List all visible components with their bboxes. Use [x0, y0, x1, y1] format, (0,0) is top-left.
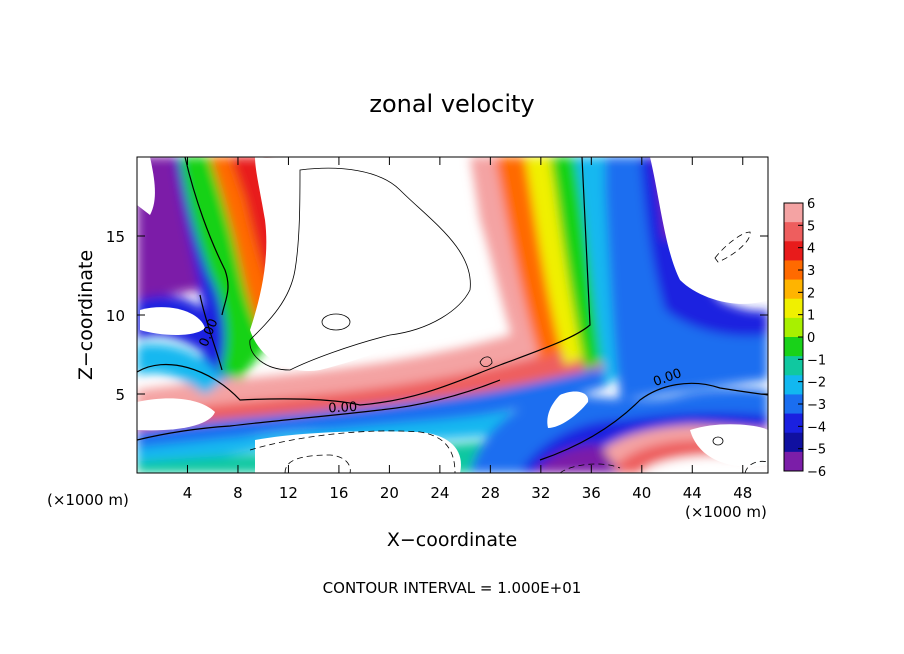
- x-tick-label: 48: [733, 484, 752, 502]
- velocity-field: [137, 157, 768, 473]
- colorbar-swatch: [784, 413, 803, 434]
- colorbar: 6 5 4 3 2 1 0 −1 −2 −3 −4 −5 −6: [783, 197, 826, 480]
- chart-title: zonal velocity: [369, 90, 534, 118]
- zero-contour-jet-left: [184, 157, 229, 316]
- x-tick-label: 24: [430, 484, 449, 502]
- x-tick-label: 32: [531, 484, 550, 502]
- x-tick-label: 4: [183, 484, 193, 502]
- colorbar-swatch: [784, 356, 803, 376]
- colorbar-label: 4: [807, 242, 815, 257]
- y-axis: 5 10 15: [106, 228, 768, 404]
- x-axis-label: X−coordinate: [387, 529, 517, 551]
- colorbar-swatch: [784, 298, 803, 319]
- x-tick-label: 36: [582, 484, 601, 502]
- colorbar-swatch: [784, 394, 803, 415]
- colorbar-swatch: [784, 203, 803, 223]
- x-unit-note-right: (×1000 m): [685, 503, 767, 521]
- colorbar-swatch: [784, 222, 803, 242]
- colorbar-swatch: [784, 337, 803, 357]
- y-tick-label: 5: [115, 386, 125, 404]
- colorbar-swatch: [784, 432, 803, 453]
- colorbar-swatch: [784, 375, 803, 395]
- contour-label: 0.00: [328, 400, 358, 416]
- colorbar-label: −5: [807, 443, 826, 458]
- colorbar-label: −3: [807, 398, 826, 413]
- colorbar-swatch: [784, 241, 803, 261]
- y-tick-label: 15: [106, 228, 125, 246]
- colorbar-label: 6: [807, 197, 815, 212]
- colorbar-label: −2: [807, 376, 826, 391]
- colorbar-swatch: [784, 451, 803, 472]
- colorbar-label: −1: [807, 353, 826, 368]
- x-tick-label: 20: [380, 484, 399, 502]
- colorbar-swatch: [784, 260, 803, 281]
- zero-contour-right: [539, 382, 768, 461]
- contour-interval-note: CONTOUR INTERVAL = 1.000E+01: [323, 579, 582, 597]
- zero-contour-jet: [199, 294, 223, 371]
- colorbar-swatch: [784, 279, 803, 300]
- x-tick-label: 44: [683, 484, 702, 502]
- x-tick-label: 16: [329, 484, 348, 502]
- colorbar-label: −6: [807, 465, 826, 480]
- x-unit-note-left: (×1000 m): [47, 491, 129, 509]
- x-tick-label: 12: [279, 484, 298, 502]
- colorbar-label: 5: [807, 219, 815, 234]
- x-tick-label: 28: [481, 484, 500, 502]
- x-tick-label: 8: [233, 484, 243, 502]
- y-axis-label: Z−coordinate: [75, 250, 97, 380]
- contour-label-text: 0.00: [328, 400, 358, 416]
- colorbar-label: 3: [807, 264, 815, 279]
- y-tick-label: 10: [106, 307, 125, 325]
- zero-contour-lower: [137, 157, 591, 406]
- colorbar-swatch: [784, 317, 803, 338]
- colorbar-label: 2: [807, 286, 815, 301]
- zero-contour-left: [137, 379, 501, 441]
- colorbar-label: −4: [807, 420, 826, 435]
- x-axis: 4 8 12 16 20 24 28 32 36 40 44 48: [183, 157, 752, 502]
- colorbar-label: 0: [807, 331, 815, 346]
- x-tick-label: 40: [632, 484, 651, 502]
- colorbar-label: 1: [807, 309, 815, 324]
